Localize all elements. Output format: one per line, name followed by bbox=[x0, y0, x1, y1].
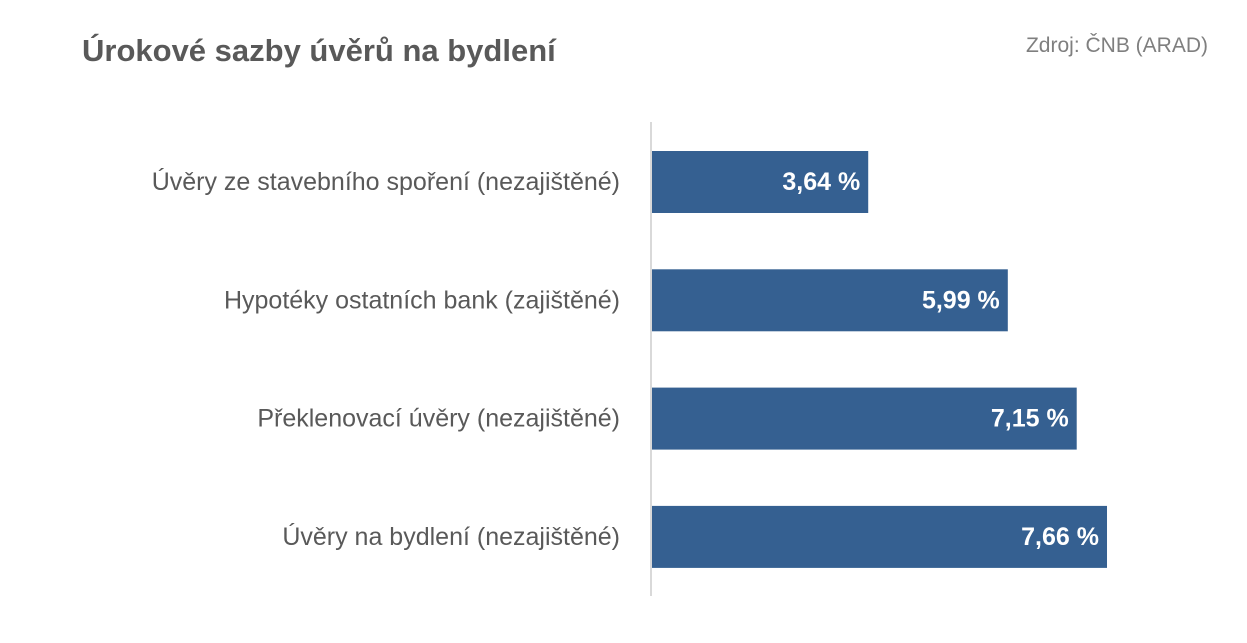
value-label: 7,66 % bbox=[1021, 523, 1099, 551]
bar-row: Úvěry ze stavebního spoření (nezajištěné… bbox=[152, 151, 869, 213]
category-label: Úvěry ze stavebního spoření (nezajištěné… bbox=[152, 167, 620, 196]
chart-source: Zdroj: ČNB (ARAD) bbox=[1025, 34, 1208, 57]
bar bbox=[652, 151, 869, 213]
bar bbox=[652, 387, 1077, 450]
bar-row: Hypotéky ostatních bank (zajištěné) 5,99 … bbox=[224, 269, 1008, 332]
value-label: 3,64 % bbox=[782, 168, 860, 196]
value-label: 7,15 % bbox=[991, 405, 1069, 433]
category-label: Úvěry na bydlení (nezajištěné) bbox=[282, 522, 620, 551]
bar bbox=[652, 269, 1008, 332]
bars-group: Úvěry ze stavebního spoření (nezajištěné… bbox=[152, 151, 1108, 568]
chart-title: Úrokové sazby úvěrů na bydlení bbox=[82, 33, 556, 68]
bar bbox=[652, 505, 1108, 568]
value-label: 5,99 % bbox=[922, 286, 1000, 314]
category-label: Překlenovací úvěry (nezajištěné) bbox=[257, 405, 620, 433]
category-label: Hypotéky ostatních bank (zajištěné) bbox=[224, 286, 620, 314]
bar-row: Úvěry na bydlení (nezajištěné) 7,66 % bbox=[282, 505, 1108, 568]
bar-row: Překlenovací úvěry (nezajištěné) 7,15 % bbox=[257, 387, 1077, 450]
